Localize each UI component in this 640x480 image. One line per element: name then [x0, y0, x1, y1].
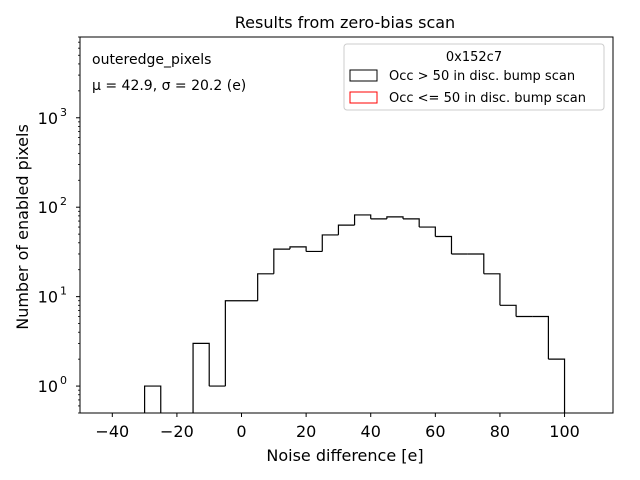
histogram-bin [483, 273, 501, 306]
legend: 0x152c7 Occ > 50 in disc. bump scan Occ … [343, 43, 605, 111]
histogram-bin [353, 214, 372, 226]
legend-swatch-occ-le-50 [349, 91, 378, 104]
x-tick-label: −20 [160, 422, 194, 441]
histogram-bin [499, 304, 517, 317]
legend-label-occ-gt-50: Occ > 50 in disc. bump scan [389, 69, 575, 84]
x-tick-label: 20 [296, 422, 316, 441]
histogram-bin [257, 273, 274, 301]
histogram-bin [548, 358, 566, 413]
histogram-bin [192, 342, 210, 413]
y-tick-label-exponent: 3 [60, 106, 67, 119]
x-tick-label: 40 [361, 422, 381, 441]
histogram-bin [386, 216, 404, 219]
y-tick-label-exponent: 0 [60, 374, 67, 387]
annotation-dataset-name: outeredge_pixels [92, 52, 211, 68]
annotation-statistics: μ = 42.9, σ = 20.2 (e) [92, 78, 246, 94]
histogram-bin [337, 224, 355, 235]
x-tick-label: 80 [490, 422, 510, 441]
histogram-bin [144, 385, 162, 413]
y-tick-label: 10 [38, 198, 58, 217]
chart-title: Results from zero-bias scan [235, 13, 455, 32]
histogram-bin [321, 234, 339, 252]
y-tick-label: 10 [38, 288, 58, 307]
histogram-series-0 [144, 214, 566, 413]
legend-box [343, 43, 605, 111]
y-tick-label-exponent: 2 [60, 195, 67, 208]
histogram-bin [532, 315, 549, 360]
legend-label-occ-le-50: Occ <= 50 in disc. bump scan [389, 91, 586, 106]
histogram-bin [419, 226, 436, 237]
x-tick-label: 100 [549, 422, 580, 441]
legend-swatch-occ-gt-50 [349, 69, 378, 82]
legend-title: 0x152c7 [446, 50, 502, 65]
histogram-bin [273, 248, 290, 274]
x-tick-label: 0 [236, 422, 246, 441]
x-tick-label: 60 [425, 422, 445, 441]
x-axis-label: Noise difference [e] [266, 446, 423, 465]
y-tick-label: 10 [38, 109, 58, 128]
histogram-bin [435, 235, 453, 254]
histogram-bin [224, 300, 242, 387]
y-tick-label-exponent: 1 [60, 285, 67, 298]
x-tick-label: −40 [95, 422, 129, 441]
histogram-bin [403, 218, 420, 228]
axes-frame [79, 36, 614, 414]
histogram-bin [467, 253, 485, 274]
histogram-bin [289, 246, 307, 252]
y-tick-label: 10 [38, 377, 58, 396]
y-axis-label: Number of enabled pixels [13, 124, 32, 330]
